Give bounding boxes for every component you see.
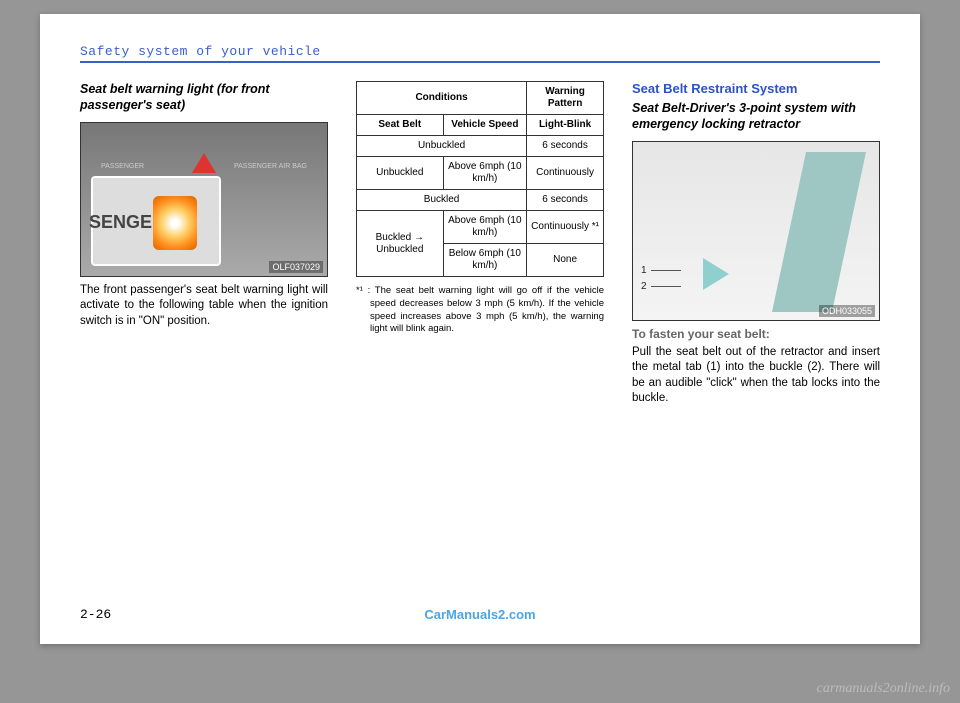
column-middle: Conditions Warning Pattern Seat Belt Veh… [356,81,604,407]
warning-pattern-table: Conditions Warning Pattern Seat Belt Veh… [356,81,604,277]
footnote-marker: *¹ : [356,285,370,296]
image-ref-1: OLF037029 [269,261,323,273]
cell: Unbuckled [357,136,527,157]
footer-link: CarManuals2.com [40,607,920,622]
th-conditions: Conditions [357,82,527,115]
cell: Above 6mph (10 km/h) [443,157,527,190]
dash-label-left: PASSENGER [101,163,144,170]
table-row: Unbuckled Above 6mph (10 km/h) Continuou… [357,157,604,190]
col3-body: Pull the seat belt out of the retractor … [632,345,880,407]
callout-2-line [651,286,681,287]
three-column-layout: Seat belt warning light (for front passe… [80,81,880,407]
col1-heading: Seat belt warning light (for front passe… [80,81,328,114]
page-header-title: Safety system of your vehicle [80,44,880,59]
seatbelt-warning-icon [153,196,197,250]
callout-1: 1 [641,265,647,276]
table-row: Buckled → Unbuckled Above 6mph (10 km/h)… [357,211,604,244]
col3-gray-title: To fasten your seat belt: [632,327,880,341]
cell: None [527,244,604,277]
table-row: Unbuckled 6 seconds [357,136,604,157]
warning-light-inset: SENGER [91,176,221,266]
column-left: Seat belt warning light (for front passe… [80,81,328,407]
cell: Above 6mph (10 km/h) [443,211,527,244]
table-footnote: *¹ : The seat belt warning light will go… [356,285,604,336]
th-seat-belt: Seat Belt [357,115,444,136]
callout-1-line [651,270,681,271]
callout-2: 2 [641,281,647,292]
passenger-warning-photo: PASSENGER PASSENGER AIR BAG SENGER OLF03… [80,122,328,277]
manual-page: Safety system of your vehicle Seat belt … [40,14,920,644]
cell: Below 6mph (10 km/h) [443,244,527,277]
dash-label-right: PASSENGER AIR BAG [234,163,307,170]
th-warning-pattern: Warning Pattern [527,82,604,115]
table-row: Buckled 6 seconds [357,190,604,211]
site-watermark: carmanuals2online.info [817,681,950,697]
cell: 6 seconds [527,190,604,211]
cell: Continuously [527,157,604,190]
belt-arrow-icon [703,258,729,290]
image-ref-2: ODH033055 [819,305,875,317]
col3-blue-heading: Seat Belt Restraint System [632,81,880,96]
column-right: Seat Belt Restraint System Seat Belt-Dri… [632,81,880,407]
header-rule [80,61,880,63]
cell: Unbuckled [357,157,444,190]
col1-body: The front passenger's seat belt warning … [80,283,328,330]
th-vehicle-speed: Vehicle Speed [443,115,527,136]
cell: 6 seconds [527,136,604,157]
seat-belt-illustration: 1 2 ODH033055 [632,141,880,321]
cell: Buckled [357,190,527,211]
col3-subheading: Seat Belt-Driver's 3-point system with e… [632,100,880,133]
hazard-icon [192,153,216,173]
cell: Buckled → Unbuckled [357,211,444,277]
footnote-text: The seat belt warning light will go off … [370,285,604,334]
cell: Continuously *¹ [527,211,604,244]
th-light-blink: Light-Blink [527,115,604,136]
